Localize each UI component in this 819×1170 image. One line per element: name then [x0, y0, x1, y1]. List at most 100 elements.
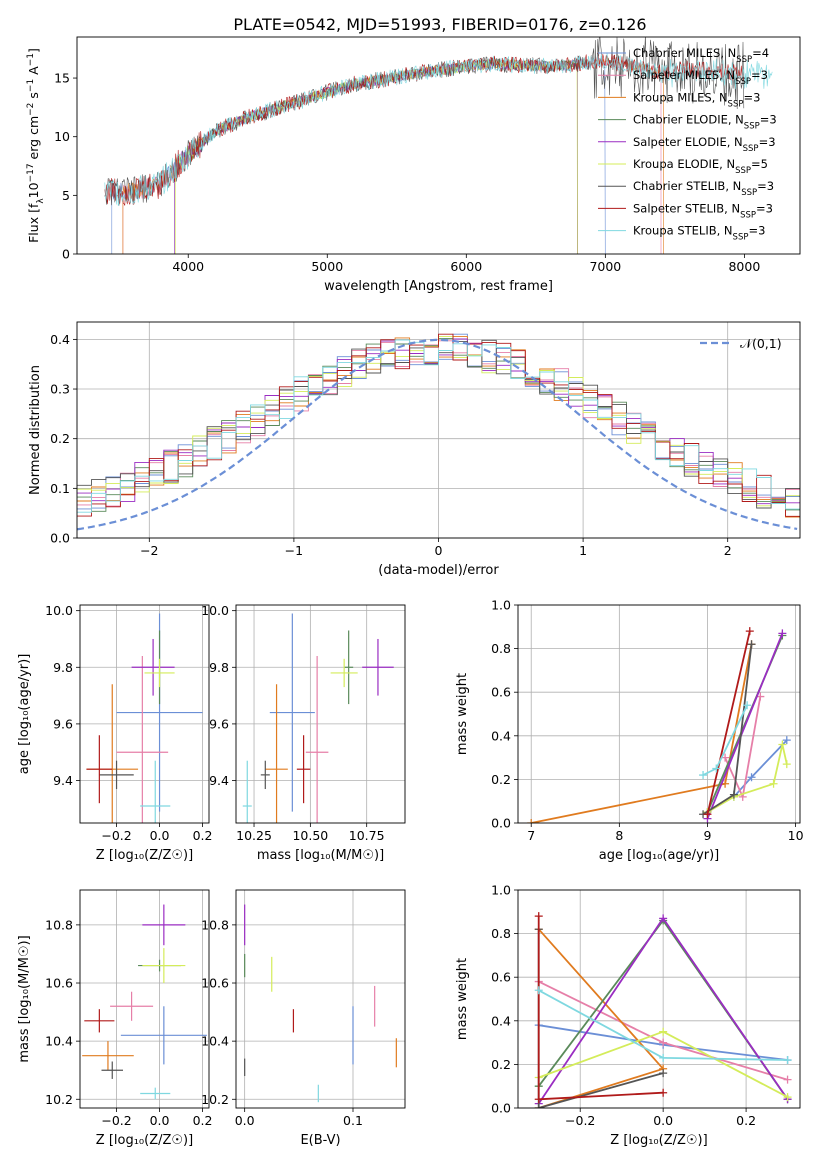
histogram-kroupa_stelib: [77, 339, 800, 513]
spectrum-line-kroupa_miles: [122, 56, 664, 254]
y-tick-label: 0.2: [491, 1057, 511, 1072]
y-tick-label: 10.0: [201, 603, 229, 618]
axes-frame: [79, 889, 210, 1109]
panel-mass_vs_Z: −0.2 0.0 0.2 10.2 10.4 10.6 10.8 Z [log₁₀(Z/Z☉)…: [17, 889, 213, 1148]
weight-marker-kroupa_stelib: [743, 701, 752, 710]
y-tick-label: 10.8: [201, 917, 229, 932]
weight-marker-chabrier_stelib: [729, 790, 738, 799]
x-tick-label: 10: [788, 828, 804, 843]
x-axis-label: wavelength [Angstrom, rest frame]: [324, 279, 553, 294]
errorbar-chabrier_stelib: [260, 760, 270, 790]
y-tick-label: 0.2: [491, 772, 511, 787]
y-tick-label: 0.3: [50, 382, 70, 397]
legend-entry-salpeter_elodie: Salpeter ELODIE, NSSP=3: [633, 135, 776, 154]
plot-area: [82, 904, 207, 1100]
weight-marker-kroupa_stelib: [659, 1053, 668, 1062]
y-axis-label: age [log₁₀(age/yr)]: [17, 654, 32, 775]
y-tick-label: 10: [54, 129, 70, 144]
legend-entry-chabrier_stelib: Chabrier STELIB, NSSP=3: [633, 179, 774, 198]
y-tick-label: 0.1: [50, 481, 70, 496]
axes-frame: [79, 604, 210, 824]
spectrum-line-kroupa_elodie: [175, 58, 578, 254]
y-tick-label: 0.6: [491, 970, 511, 985]
y-tick-label: 10.2: [201, 1092, 229, 1107]
weight-line-salpeter_stelib: [706, 630, 751, 815]
y-tick-label: 0.0: [50, 531, 70, 546]
y-tick-label: 5: [62, 188, 70, 203]
y-tick-label: 0.8: [491, 641, 511, 656]
errorbar-salpeter_stelib: [296, 735, 311, 804]
weight-marker-chabrier_miles: [747, 773, 756, 782]
x-tick-label: 8000: [728, 259, 760, 274]
x-tick-label: 0.0: [653, 1113, 673, 1128]
y-tick-label: 9.8: [53, 660, 73, 675]
y-tick-label: 10.2: [45, 1092, 73, 1107]
errorbar-kroupa_stelib: [242, 760, 252, 823]
weight-marker-kroupa_stelib: [783, 1056, 792, 1065]
weight-line-kroupa_miles: [531, 644, 753, 823]
plot-area: [77, 333, 800, 531]
y-axis-label: Flux [fλ10−17 erg cm−2 s−1 A−1]: [26, 48, 46, 243]
x-tick-label: 0.0: [150, 1113, 170, 1128]
y-tick-label: 10.6: [45, 976, 73, 991]
x-tick-label: 10.50: [292, 828, 328, 843]
weight-marker-chabrier_stelib: [659, 1069, 668, 1078]
x-tick-label: 0.0: [150, 828, 170, 843]
weight-marker-kroupa_elodie: [783, 1093, 792, 1102]
x-tick-label: −0.2: [101, 828, 131, 843]
weight-line-kroupa_elodie: [707, 743, 788, 813]
legend-entry-kroupa_miles: Kroupa MILES, NSSP=3: [633, 90, 760, 109]
errorbar-salpeter_elodie: [131, 638, 175, 696]
x-tick-label: 0.1: [343, 1113, 363, 1128]
y-tick-label: 10.8: [45, 917, 73, 932]
errorbar-salpeter_stelib: [84, 1009, 115, 1033]
x-axis-label: age [log₁₀(age/yr)]: [599, 848, 720, 863]
y-tick-label: 10.4: [45, 1034, 73, 1049]
y-tick-label: 9.6: [209, 716, 229, 731]
spectrum-line-kroupa_stelib: [104, 52, 773, 207]
x-axis-label: E(B-V): [300, 1133, 340, 1148]
panel-weight_vs_age: 7 8 9 10 0.0 0.2 0.4 0.6 0.8 1.0 age [log₁₀(age/yr…: [455, 598, 804, 864]
y-tick-label: 0.4: [50, 332, 70, 347]
x-tick-label: 0.2: [193, 1113, 213, 1128]
figure-title: PLATE=0542, MJD=51993, FIBERID=0176, z=0…: [233, 15, 646, 34]
y-tick-label: 9.6: [53, 716, 73, 731]
axes-frame: [76, 36, 801, 255]
legend-entry-chabrier_miles: Chabrier MILES, NSSP=4: [633, 46, 769, 65]
spectrum-line-salpeter_elodie: [174, 59, 578, 254]
weight-marker-salpeter_miles: [783, 1075, 792, 1084]
weight-marker-kroupa_stelib: [699, 771, 708, 780]
plot-area: [244, 904, 397, 1103]
errorbar-kroupa_stelib: [140, 1087, 171, 1100]
y-tick-label: 10.0: [45, 603, 73, 618]
spectrum-line-salpeter_miles: [122, 55, 662, 254]
errorbar-chabrier_elodie: [344, 630, 354, 705]
residual-legend: 𝒩(0,1): [700, 336, 782, 351]
errorbar-salpeter_elodie: [362, 638, 394, 696]
x-tick-label: 1: [579, 543, 587, 558]
weight-marker-kroupa_elodie: [778, 740, 787, 749]
weight-marker-chabrier_stelib: [747, 640, 756, 649]
plot-area: [534, 912, 792, 1108]
y-axis-label: mass [log₁₀(M/M☉)]: [17, 935, 32, 1062]
y-tick-label: 1.0: [491, 883, 511, 898]
errorbar-kroupa_miles: [265, 684, 288, 823]
weight-marker-salpeter_stelib: [534, 1095, 543, 1104]
axes-frame: [517, 604, 801, 824]
weight-line-kroupa_miles: [538, 928, 664, 1108]
y-tick-label: 1.0: [491, 598, 511, 613]
y-tick-label: 0.6: [491, 685, 511, 700]
x-tick-label: 9: [703, 828, 711, 843]
histogram-salpeter_stelib: [77, 333, 800, 517]
errorbar-salpeter_stelib: [86, 735, 113, 804]
x-tick-label: 0: [435, 543, 443, 558]
x-tick-label: 10.25: [236, 828, 272, 843]
weight-marker-kroupa_elodie: [769, 779, 778, 788]
errorbar-chabrier_stelib: [101, 1061, 123, 1079]
y-tick-label: 15: [54, 71, 70, 86]
plot-area: [527, 627, 791, 823]
legend-entry-salpeter_stelib: Salpeter STELIB, NSSP=3: [633, 201, 773, 220]
y-tick-label: 0.0: [491, 1101, 511, 1116]
weight-marker-salpeter_stelib: [534, 912, 543, 921]
